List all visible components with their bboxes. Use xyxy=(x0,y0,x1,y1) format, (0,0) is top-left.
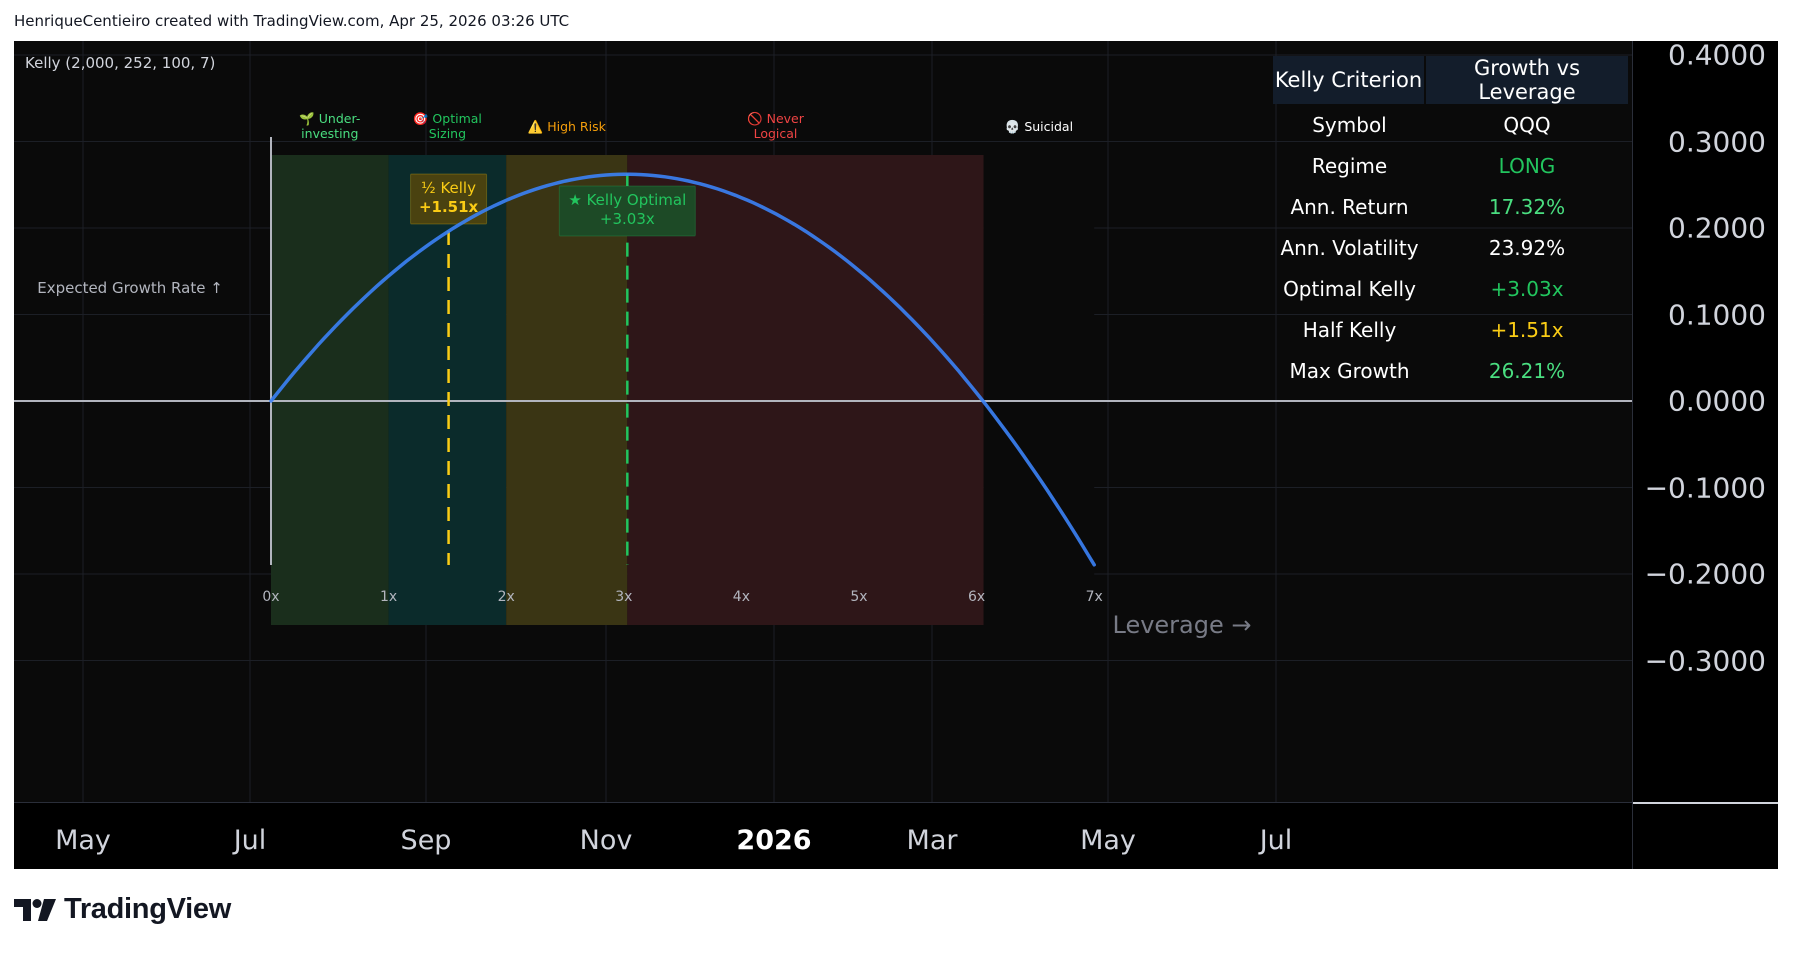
zone-band xyxy=(983,155,1095,625)
table-row-value: 26.21% xyxy=(1488,358,1566,383)
price-axis-label: −0.3000 xyxy=(1644,644,1766,677)
price-axis-label: −0.2000 xyxy=(1644,557,1766,591)
table-row-label: Optimal Kelly xyxy=(1283,276,1416,301)
table-row-label: Regime xyxy=(1311,153,1388,178)
price-axis-label: 0.3000 xyxy=(1668,125,1766,158)
attribution-text: HenriqueCentieiro created with TradingVi… xyxy=(14,12,570,30)
marker-box xyxy=(558,185,696,237)
indicator-title[interactable]: Kelly (2,000, 252, 100, 7) xyxy=(25,54,216,72)
table-row-label: Symbol xyxy=(1312,112,1387,137)
zone-label: 🎯 Optimal Sizing xyxy=(413,111,482,141)
price-axis-label: 0.2000 xyxy=(1668,211,1766,245)
time-axis-label: 2026 xyxy=(736,825,812,856)
marker-value: +1.51x xyxy=(419,198,479,216)
table-row: Optimal Kelly +3.03x xyxy=(1273,268,1628,309)
table-row-value: LONG xyxy=(1498,153,1556,178)
time-axis-label: Jul xyxy=(233,825,267,856)
brand-name: TradingView xyxy=(64,893,231,925)
marker-label: ½ Kelly xyxy=(421,179,476,197)
time-axis-divider xyxy=(14,802,1778,803)
price-axis-label: 0.4000 xyxy=(1668,38,1766,72)
x-tick-label: 0x xyxy=(262,589,279,605)
table-row: Half Kelly +1.51x xyxy=(1273,309,1628,350)
x-tick-label: 4x xyxy=(733,589,750,605)
table-row: Max Growth 26.21% xyxy=(1273,350,1628,391)
tradingview-logo-icon xyxy=(14,898,56,921)
chart-pane[interactable]: 🌱 Under-investing 🎯 Optimal Sizing ⚠️ High … xyxy=(14,41,1632,802)
table-row-label: Ann. Volatility xyxy=(1280,235,1419,260)
x-tick-label: 7x xyxy=(1086,589,1103,605)
marker-box xyxy=(410,173,488,225)
zone-label: 💀 Suicidal xyxy=(1005,119,1073,134)
table-header-left: Kelly Criterion xyxy=(1273,56,1426,104)
table-row: Regime LONG xyxy=(1273,145,1628,186)
tradingview-logo: TradingView xyxy=(14,893,231,926)
x-tick-label: 1x xyxy=(380,589,397,605)
time-axis-label: May xyxy=(1080,825,1136,856)
price-axis-label: 0.0000 xyxy=(1668,384,1766,418)
time-axis-label: Jul xyxy=(1259,825,1293,856)
table-row-label: Ann. Return xyxy=(1290,194,1409,219)
time-axis[interactable]: May Jul Sep Nov 2026 Mar May Jul xyxy=(14,803,1632,869)
zone-band xyxy=(271,155,389,625)
zone-label: ⚠️ High Risk xyxy=(528,119,607,134)
price-axis[interactable]: 0.4000 0.3000 0.2000 0.1000 0.0000 −0.1000 −0.… xyxy=(1633,38,1778,802)
zone-label: 🌱 Under-investing xyxy=(299,111,360,141)
table-row-value: +3.03x xyxy=(1490,276,1564,301)
table-row-label: Half Kelly xyxy=(1302,317,1397,342)
kelly-plot: 🌱 Under-investing 🎯 Optimal Sizing ⚠️ High … xyxy=(14,41,1632,802)
x-tick-label: 3x xyxy=(615,589,632,605)
x-tick-label: 6x xyxy=(968,589,985,605)
table-row-value: 17.32% xyxy=(1488,194,1566,219)
x-tick-label: 2x xyxy=(498,589,515,605)
time-axis-label: Nov xyxy=(579,825,633,856)
table-header-row: Kelly Criterion Growth vs Leverage xyxy=(1273,56,1628,104)
axis-corner-line xyxy=(1633,802,1778,804)
table-row: Symbol QQQ xyxy=(1273,104,1628,145)
table-row-value: 23.92% xyxy=(1488,235,1566,260)
price-axis-label: −0.1000 xyxy=(1644,471,1766,504)
time-axis-label: Sep xyxy=(400,825,452,856)
table-row-label: Max Growth xyxy=(1289,358,1410,383)
price-axis-divider xyxy=(1632,41,1633,869)
chart-frame[interactable]: 🌱 Under-investing 🎯 Optimal Sizing ⚠️ High … xyxy=(14,38,1778,869)
table-row-value: +1.51x xyxy=(1490,317,1564,342)
marker-label: ★ Kelly Optimal xyxy=(568,191,686,209)
marker-value: +3.03x xyxy=(600,210,655,228)
table-row: Ann. Return 17.32% xyxy=(1273,186,1628,227)
growth-curve xyxy=(269,172,1096,567)
x-axis-label: Leverage → xyxy=(1113,611,1252,639)
table-row-value: QQQ xyxy=(1503,112,1551,137)
price-axis-label: 0.1000 xyxy=(1668,298,1766,331)
table-header-right: Growth vs Leverage xyxy=(1426,56,1628,104)
time-axis-label: May xyxy=(55,825,111,856)
y-axis-label: Expected Growth Rate ↑ xyxy=(37,279,223,297)
time-axis-label: Mar xyxy=(906,825,958,856)
x-tick-label: 5x xyxy=(850,589,867,605)
zone-label: 🚫 Never Logical xyxy=(747,111,805,141)
kelly-table: Kelly Criterion Growth vs Leverage Symbo… xyxy=(1273,56,1628,391)
table-row: Ann. Volatility 23.92% xyxy=(1273,227,1628,268)
